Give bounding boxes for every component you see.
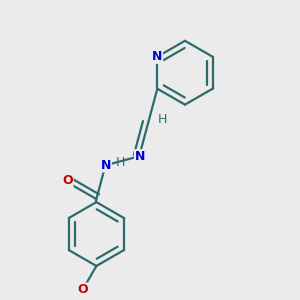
Text: O: O [62,174,73,188]
Text: N: N [135,150,145,163]
Text: H: H [115,156,125,169]
Text: H: H [157,113,167,126]
Text: N: N [101,159,111,172]
Text: O: O [77,283,88,296]
Text: N: N [152,50,163,63]
